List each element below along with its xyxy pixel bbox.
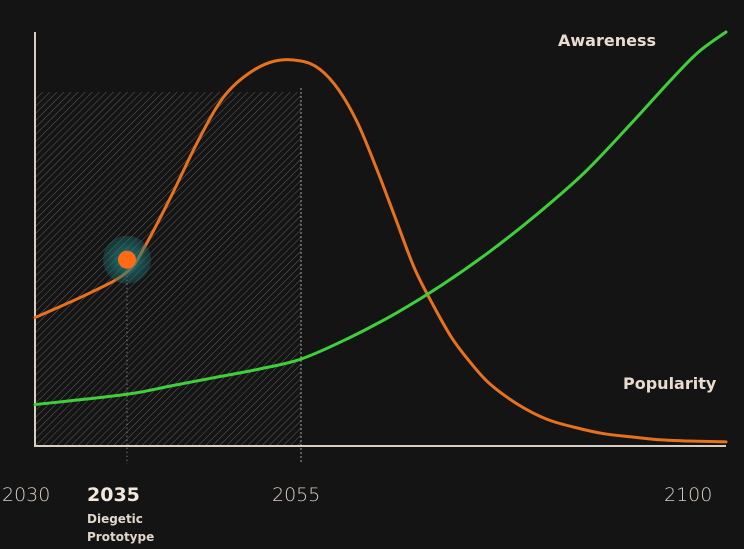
highlight-sublabel-line2: Prototype bbox=[87, 530, 155, 544]
prototype-period-shading bbox=[35, 92, 301, 446]
series-label-awareness: Awareness bbox=[558, 31, 656, 50]
x-tick-2035-highlight: 2035 bbox=[87, 484, 140, 506]
series-label-popularity: Popularity bbox=[623, 374, 717, 393]
x-tick-2055: 2055 bbox=[272, 484, 321, 506]
highlight-sublabel-line1: Diegetic bbox=[87, 512, 143, 526]
x-tick-2030: 2030 bbox=[2, 484, 51, 506]
series-line-popularity bbox=[33, 58, 728, 444]
highlight-point bbox=[118, 250, 136, 269]
x-tick-2100: 2100 bbox=[664, 484, 713, 506]
series-line-awareness bbox=[33, 30, 728, 407]
